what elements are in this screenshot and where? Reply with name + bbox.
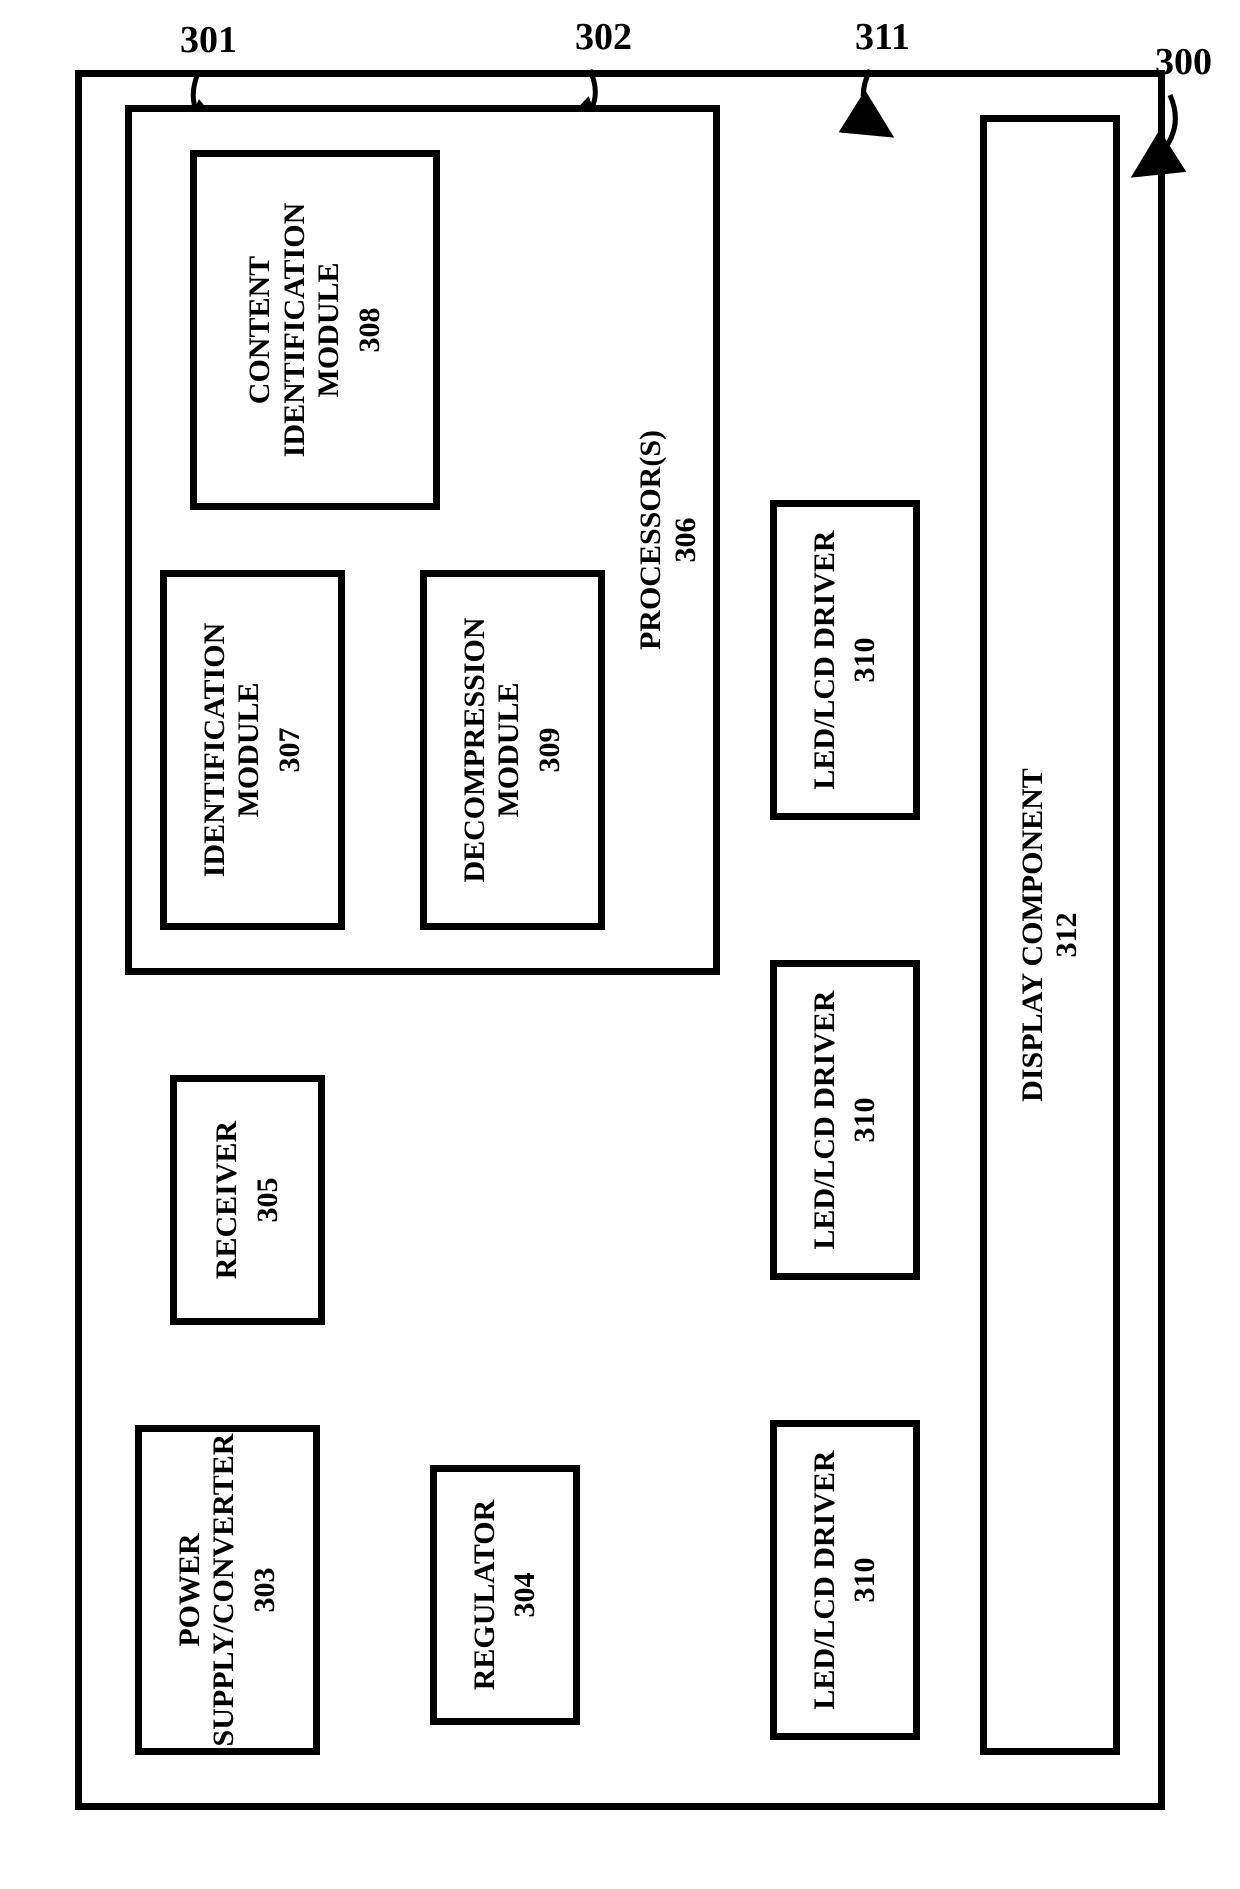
callout-301: 301 (180, 18, 237, 62)
decompression-module-ref: 309 (533, 728, 568, 773)
led-lcd-driver-box-2: LED/LCD DRIVER 310 (770, 960, 920, 1280)
led-lcd-driver-box-3: LED/LCD DRIVER 310 (770, 500, 920, 820)
callout-302: 302 (575, 15, 632, 59)
decompression-module-box: DECOMPRESSION MODULE 309 (420, 570, 605, 930)
content-identification-module-ref: 308 (353, 308, 388, 353)
processor-label: PROCESSOR(S) (634, 430, 667, 650)
identification-module-label: IDENTIFICATION MODULE (198, 623, 267, 878)
power-supply-label: POWER SUPPLY/CONVERTER (173, 1434, 242, 1747)
processor-ref: 306 (669, 518, 702, 563)
led-lcd-driver-ref-2: 310 (848, 1098, 883, 1143)
receiver-ref: 305 (251, 1178, 286, 1223)
display-component-ref: 312 (1050, 913, 1085, 958)
receiver-box: RECEIVER 305 (170, 1075, 325, 1325)
led-lcd-driver-ref-3: 310 (848, 638, 883, 683)
receiver-label: RECEIVER (210, 1121, 245, 1279)
callout-311: 311 (855, 15, 910, 59)
led-lcd-driver-ref-1: 310 (848, 1558, 883, 1603)
led-lcd-driver-box-1: LED/LCD DRIVER 310 (770, 1420, 920, 1740)
identification-module-ref: 307 (273, 728, 308, 773)
diagram-stage: POWER SUPPLY/CONVERTER 303 REGULATOR 304… (75, 70, 1165, 1810)
content-identification-module-box: CONTENT IDENTIFICATION MODULE 308 (190, 150, 440, 510)
regulator-ref: 304 (508, 1573, 543, 1618)
led-lcd-driver-label-1: LED/LCD DRIVER (808, 1450, 843, 1709)
decompression-module-label: DECOMPRESSION MODULE (458, 617, 527, 882)
power-supply-ref: 303 (248, 1568, 283, 1613)
display-component-label: DISPLAY COMPONENT (1016, 768, 1051, 1102)
regulator-box: REGULATOR 304 (430, 1465, 580, 1725)
regulator-label: REGULATOR (468, 1500, 503, 1691)
led-lcd-driver-label-2: LED/LCD DRIVER (808, 990, 843, 1249)
led-lcd-driver-label-3: LED/LCD DRIVER (808, 530, 843, 789)
display-component-box: DISPLAY COMPONENT 312 (980, 115, 1120, 1755)
content-identification-module-label: CONTENT IDENTIFICATION MODULE (243, 203, 347, 458)
power-supply-box: POWER SUPPLY/CONVERTER 303 (135, 1425, 320, 1755)
identification-module-box: IDENTIFICATION MODULE 307 (160, 570, 345, 930)
